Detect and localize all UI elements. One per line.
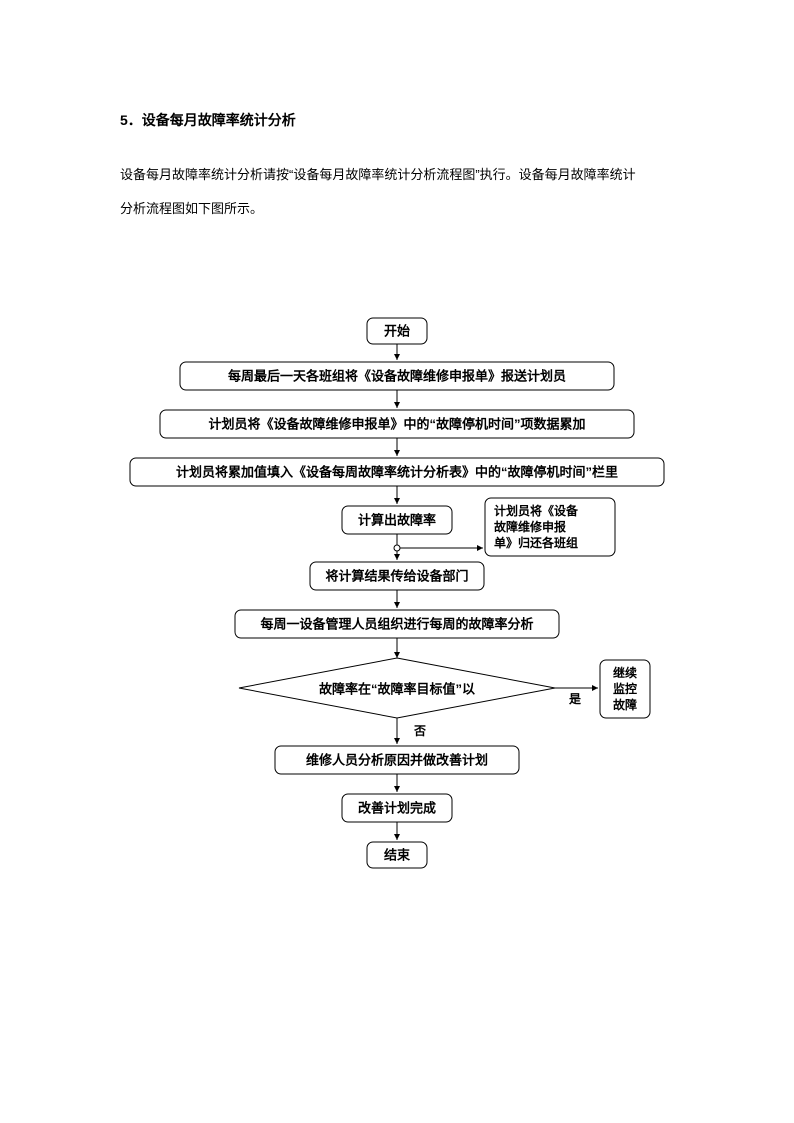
node-step6-label: 每周一设备管理人员组织进行每周的故障率分析 (260, 616, 533, 631)
node-end-label: 结束 (384, 847, 411, 862)
node-side1-line2: 故障维修申报 (494, 519, 566, 534)
node-side2-line3: 故障 (613, 697, 637, 712)
node-side1-line1: 计划员将《设备 (494, 503, 579, 518)
node-step1-label: 每周最后一天各班组将《设备故障维修申报单》报送计划员 (228, 368, 566, 383)
node-side2-line2: 监控 (613, 681, 637, 696)
label-yes: 是 (568, 692, 582, 706)
flowchart: 开始 每周最后一天各班组将《设备故障维修申报单》报送计划员 计划员将《设备故障维… (0, 0, 794, 1123)
node-step2-label: 计划员将《设备故障维修申报单》中的“故障停机时间”项数据累加 (208, 416, 585, 431)
node-decision-label: 故障率在“故障率目标值”以 (319, 681, 475, 696)
node-step4-label: 计算出故障率 (358, 512, 436, 527)
node-start-label: 开始 (384, 323, 410, 338)
junction-dot (394, 545, 400, 551)
node-step3-label: 计划员将累加值填入《设备每周故障率统计分析表》中的“故障停机时间”栏里 (176, 464, 618, 479)
node-side1-line3: 单》归还各班组 (494, 535, 578, 550)
label-no: 否 (413, 724, 426, 738)
node-side2-line1: 继续 (613, 665, 637, 680)
node-step8-label: 维修人员分析原因并做改善计划 (306, 752, 488, 767)
node-step5-label: 将计算结果传给设备部门 (325, 568, 468, 583)
node-step9-label: 改善计划完成 (358, 800, 436, 815)
